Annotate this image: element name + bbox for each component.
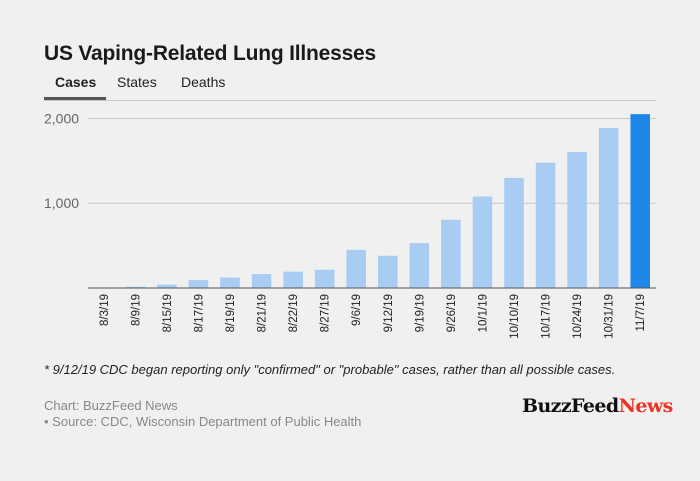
- x-tick-label: 8/19/19: [225, 294, 237, 332]
- x-tick-label: 9/6/19: [351, 294, 363, 326]
- bar: [441, 219, 461, 288]
- x-tick-label: 8/27/19: [320, 294, 332, 332]
- bar: [283, 271, 303, 288]
- chart-title: US Vaping-Related Lung Illnesses: [44, 42, 377, 65]
- bar: [567, 152, 587, 288]
- x-tick-label: 10/17/19: [541, 294, 553, 339]
- bar: [409, 243, 430, 288]
- tab-deaths[interactable]: Deaths: [181, 74, 226, 90]
- x-tick-label: 8/3/19: [99, 294, 111, 326]
- x-tick-label: 10/31/19: [604, 294, 616, 339]
- bar: [157, 284, 177, 288]
- bar: [472, 196, 493, 288]
- bar: [314, 269, 335, 288]
- x-tick-label: 11/7/19: [635, 294, 647, 332]
- x-tick-label: 8/15/19: [162, 294, 174, 332]
- bar: [188, 280, 209, 288]
- x-tick-label: 8/21/19: [257, 294, 269, 332]
- bar: [346, 249, 367, 288]
- x-tick-label: 9/19/19: [414, 294, 426, 332]
- bar: [630, 114, 651, 288]
- bar: [377, 255, 398, 288]
- bar: [251, 274, 272, 288]
- tab-states[interactable]: States: [117, 74, 157, 90]
- tab-cases[interactable]: Cases: [55, 74, 97, 90]
- tab-bar: Cases States Deaths: [44, 74, 656, 101]
- x-tick-label: 10/1/19: [477, 294, 489, 332]
- buzzfeed-news-logo: BuzzFeedNews: [522, 395, 673, 417]
- source-credit: • Source: CDC, Wisconsin Department of P…: [44, 414, 362, 429]
- bar: [504, 177, 524, 288]
- y-tick-label: 1,000: [44, 195, 79, 211]
- bar-chart: 1,000 2,000 8/3/19 8/9/19 8/15/19 8/17/19 8/19…: [44, 110, 656, 339]
- footnote: * 9/12/19 CDC began reporting only "conf…: [44, 362, 616, 377]
- x-tick-label: 8/17/19: [193, 294, 205, 332]
- active-tab-indicator: [44, 97, 106, 100]
- chart-credit: Chart: BuzzFeed News: [44, 398, 178, 413]
- x-tick-label: 8/9/19: [130, 294, 142, 326]
- bar: [535, 162, 556, 288]
- bar: [598, 127, 619, 288]
- y-tick-label: 2,000: [44, 110, 79, 126]
- x-tick-label: 9/26/19: [446, 294, 458, 332]
- bar: [125, 286, 146, 288]
- x-tick-label: 8/22/19: [288, 294, 300, 332]
- x-tick-label: 10/10/19: [509, 294, 521, 339]
- x-tick-label: 10/24/19: [572, 294, 584, 339]
- bar: [220, 277, 240, 288]
- x-tick-label: 9/12/19: [383, 294, 395, 332]
